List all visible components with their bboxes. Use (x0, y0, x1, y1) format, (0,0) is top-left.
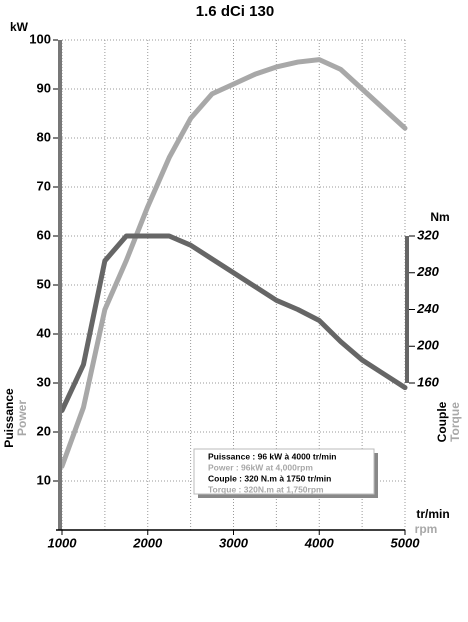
x-tick-label: 2000 (132, 535, 163, 550)
y-axis (58, 40, 62, 530)
right-axis-title: Couple (435, 401, 449, 442)
y2-tick-label: 240 (416, 301, 439, 316)
data-line (59, 233, 408, 414)
y2-axis-unit: Nm (430, 210, 449, 224)
x-tick-label: 3000 (219, 535, 249, 550)
note: Torque : 320N.m at 1,750rpm (208, 484, 324, 494)
y2-tick-label: 280 (416, 264, 439, 279)
y-tick-label: 30 (37, 374, 51, 389)
y-tick-label: 50 (37, 276, 51, 291)
data-line (59, 57, 408, 469)
y-tick-label: 70 (37, 178, 51, 193)
x-axis-unit-en: rpm (415, 522, 438, 536)
y-tick-label: 40 (37, 325, 51, 340)
y-tick-label: 60 (37, 227, 51, 242)
y2-tick-label: 320 (417, 227, 439, 242)
x-tick-label: 1000 (48, 535, 78, 550)
note: Couple : 320 N.m à 1750 tr/min (208, 473, 331, 483)
y2-tick-label: 200 (416, 338, 439, 353)
note: Power : 96kW at 4,000rpm (208, 462, 313, 472)
y-tick-label: 20 (37, 423, 51, 438)
right-axis-title-en: Torque (448, 402, 462, 442)
x-tick-label: 5000 (391, 535, 421, 550)
y2-axis (405, 235, 409, 383)
left-axis-title: Puissance (2, 388, 16, 448)
chart-title: 1.6 dCi 130 (196, 3, 274, 20)
note: Puissance : 96 kW à 4000 tr/min (208, 451, 337, 461)
y-axis-unit: kW (10, 20, 29, 34)
y-tick-label: 90 (37, 80, 51, 95)
x-tick-label: 4000 (304, 535, 335, 550)
y-tick-label: 10 (37, 472, 51, 487)
note-box (193, 448, 375, 495)
x-axis-unit: tr/min (416, 507, 449, 521)
left-axis-title-en: Power (15, 400, 29, 436)
y-tick-label: 80 (37, 129, 51, 144)
y-tick-label: 100 (29, 31, 51, 46)
y2-tick-label: 160 (417, 374, 439, 389)
